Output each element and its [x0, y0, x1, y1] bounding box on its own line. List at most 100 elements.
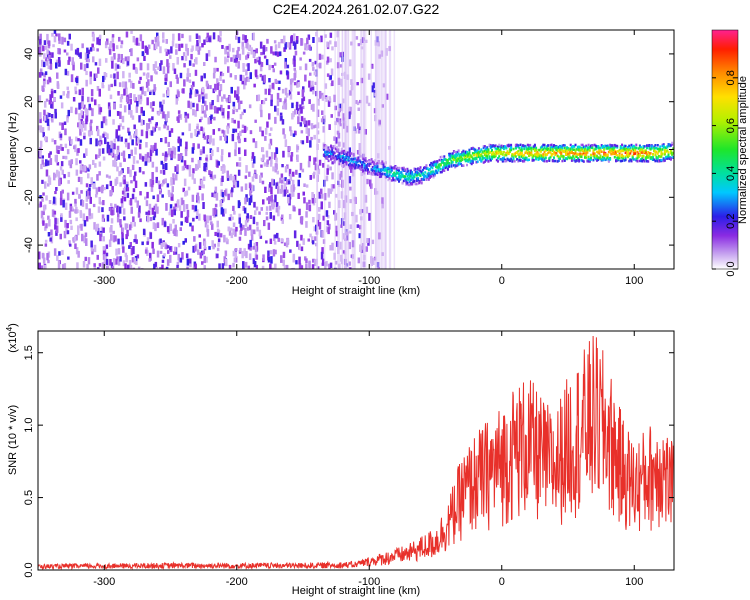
heatmap-cell	[115, 45, 119, 50]
heatmap-cell	[357, 165, 360, 169]
heatmap-cell	[385, 93, 389, 100]
heatmap-cell	[241, 46, 245, 55]
heatmap-cell	[89, 196, 92, 204]
heatmap-cell	[592, 149, 595, 152]
heatmap-cell	[290, 36, 293, 44]
heatmap-cell	[554, 146, 557, 150]
heatmap-cell	[396, 168, 399, 171]
heatmap-cell	[139, 218, 142, 223]
heatmap-cell	[138, 80, 141, 84]
heatmap-cell	[109, 207, 112, 211]
heatmap-cell	[120, 54, 123, 61]
heatmap-cell	[244, 261, 248, 268]
heatmap-cell	[667, 144, 670, 147]
heatmap-cell	[660, 158, 663, 162]
heatmap-cell	[650, 157, 653, 161]
heatmap-cell	[357, 158, 360, 162]
heatmap-cell	[483, 157, 486, 160]
heatmap-cell	[260, 164, 263, 168]
heatmap-cell	[551, 159, 554, 163]
heatmap-cell	[196, 165, 199, 170]
heatmap-cell	[146, 63, 150, 71]
heatmap-cell	[456, 150, 459, 154]
heatmap-cell	[38, 95, 42, 103]
heatmap-cell	[122, 71, 125, 79]
heatmap-cell	[179, 139, 182, 147]
heatmap-cell	[449, 154, 452, 157]
heatmap-cell	[588, 158, 591, 161]
heatmap-cell	[544, 148, 547, 151]
heatmap-cell	[325, 97, 328, 102]
heatmap-cell	[505, 146, 508, 150]
heatmap-cell	[92, 33, 95, 42]
heatmap-cell	[393, 166, 396, 170]
heatmap-cell	[239, 114, 243, 120]
heatmap-cell	[149, 89, 153, 94]
heatmap-cell	[270, 194, 273, 202]
heatmap-cell	[485, 159, 488, 162]
heatmap-cell	[87, 257, 91, 265]
heatmap-cell	[42, 132, 45, 138]
heatmap-cell	[97, 206, 101, 213]
heatmap-cell	[411, 171, 414, 174]
x-tick-label: -100	[358, 275, 380, 287]
heatmap-cell	[245, 63, 249, 67]
heatmap-cell	[370, 172, 373, 175]
heatmap-cell	[98, 197, 101, 204]
heatmap-cell	[557, 155, 560, 159]
heatmap-cell	[88, 103, 91, 110]
heatmap-cell	[170, 192, 174, 196]
x-tick-label: 0	[499, 275, 505, 287]
x-tick-label: -200	[226, 275, 248, 287]
heatmap-cell	[575, 152, 578, 156]
heatmap-cell	[108, 49, 112, 55]
heatmap-cell	[352, 154, 355, 157]
heatmap-cell	[301, 140, 305, 145]
heatmap-cell	[98, 37, 101, 46]
heatmap-cell	[364, 169, 367, 172]
heatmap-cell	[610, 145, 613, 148]
heatmap-cell	[123, 197, 127, 202]
heatmap-cell	[305, 184, 309, 188]
heatmap-cell	[342, 161, 344, 164]
heatmap-cell	[146, 87, 150, 92]
heatmap-cell	[199, 156, 202, 161]
heatmap-cell	[38, 47, 41, 55]
heatmap-cell	[491, 145, 493, 148]
heatmap-cell	[504, 145, 507, 148]
heatmap-cell	[352, 165, 355, 168]
heatmap-cell	[649, 156, 652, 160]
heatmap-cell	[238, 217, 241, 224]
heatmap-cell	[600, 150, 603, 153]
heatmap-cell	[237, 46, 240, 52]
heatmap-cell	[322, 215, 325, 221]
heatmap-cell	[514, 143, 517, 147]
heatmap-cell	[105, 258, 109, 266]
heatmap-cell	[169, 55, 172, 59]
heatmap-cell	[519, 151, 522, 154]
heatmap-cell	[230, 86, 233, 94]
heatmap-cell	[607, 158, 610, 161]
heatmap-cell	[554, 153, 557, 157]
heatmap-cell	[204, 215, 208, 220]
heatmap-cell	[147, 123, 151, 129]
heatmap-cell	[499, 148, 502, 151]
heatmap-cell	[300, 265, 304, 269]
heatmap-cell	[328, 150, 331, 154]
heatmap-cell	[580, 143, 583, 147]
heatmap-cell	[253, 173, 256, 178]
heatmap-cell	[647, 154, 650, 158]
heatmap-cell	[164, 151, 168, 158]
heatmap-cell	[167, 89, 170, 96]
heatmap-cell	[322, 144, 325, 147]
colorbar: 0.00.20.40.60.8 Normalized spectral ampl…	[711, 29, 749, 277]
heatmap-cell	[110, 225, 113, 233]
heatmap-cell	[287, 152, 290, 158]
heatmap-cell	[272, 68, 275, 73]
heatmap-cell	[40, 265, 43, 269]
heatmap-cell	[298, 256, 301, 265]
heatmap-cell	[104, 116, 107, 122]
heatmap-cell	[482, 161, 485, 164]
heatmap-cell	[253, 261, 257, 268]
heatmap-cell	[124, 56, 128, 62]
